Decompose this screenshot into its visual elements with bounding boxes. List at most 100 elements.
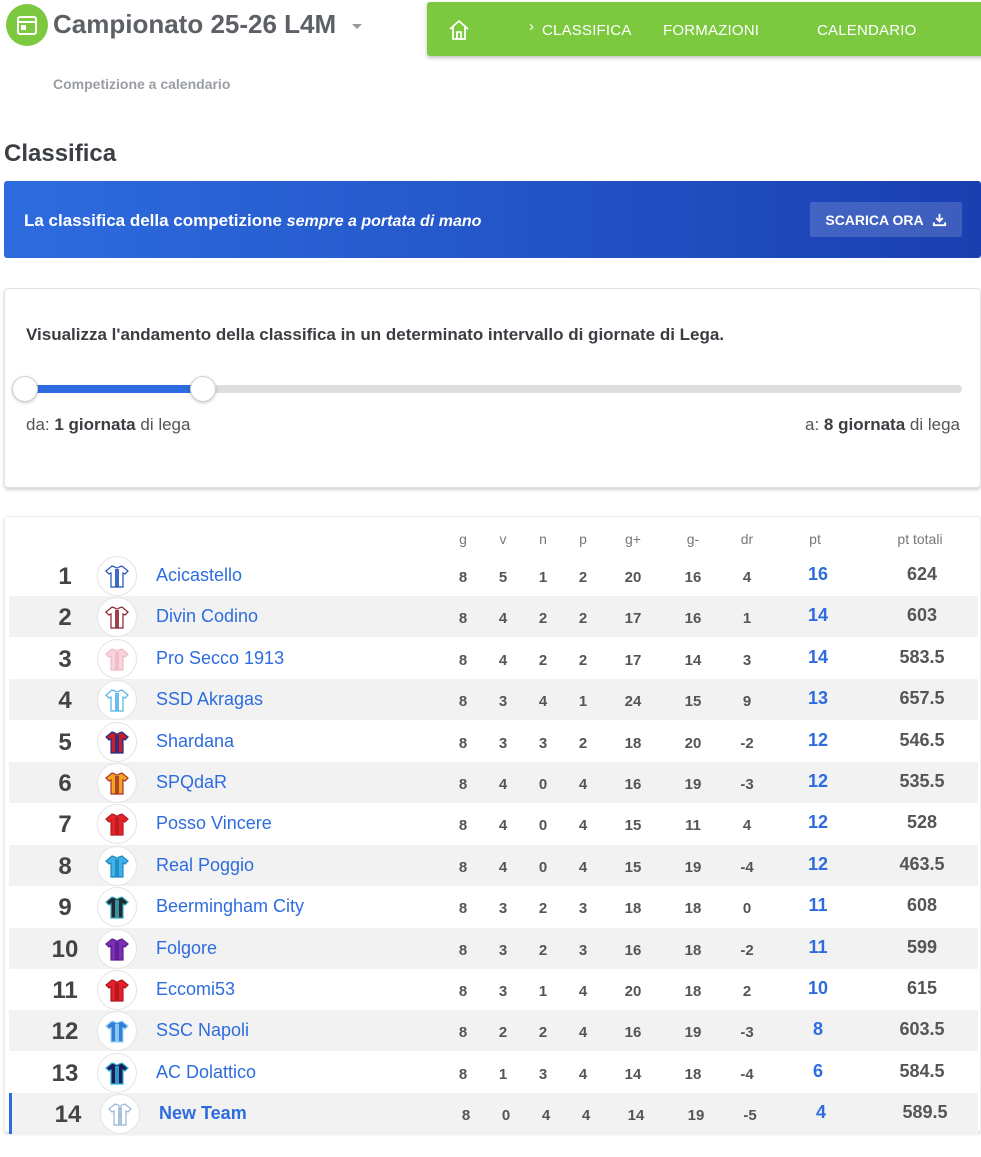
team-name-link[interactable]: Shardana xyxy=(156,730,235,751)
stat-gf: 15 xyxy=(624,817,642,835)
stat-gf: 14 xyxy=(624,1065,642,1083)
stat-n: 2 xyxy=(538,1024,548,1042)
team-name-link[interactable]: Acicastello xyxy=(156,565,243,585)
column-header[interactable]: g xyxy=(459,531,467,547)
range-to-label: a: 8 giornata di lega xyxy=(804,415,960,434)
points[interactable]: 14 xyxy=(807,605,829,626)
team-name-link[interactable]: Pro Secco 1913 xyxy=(156,647,285,668)
table-row[interactable]: 5 Shardana 8 3 3 2 18 20 -2 12 546.5 xyxy=(9,721,978,762)
total-points: 535.5 xyxy=(899,771,945,791)
stat-g: 8 xyxy=(458,1024,468,1042)
table-row[interactable]: 9 Beermingham City 8 3 2 3 18 18 0 11 608 xyxy=(9,886,978,928)
team-name-link[interactable]: SPQdaR xyxy=(156,772,228,792)
table-row[interactable]: 13 AC Dolattico 8 1 3 4 14 18 -4 6 584.5 xyxy=(9,1052,978,1093)
team-name-link[interactable]: SSC Napoli xyxy=(156,1020,250,1041)
tab-formazioni[interactable]: FORMAZIONI xyxy=(663,22,760,39)
points[interactable]: 16 xyxy=(807,564,829,584)
points[interactable]: 12 xyxy=(807,771,829,791)
chevron-down-icon[interactable] xyxy=(352,24,362,29)
stat-p: 4 xyxy=(581,1107,591,1125)
total-points: 615 xyxy=(906,978,938,998)
points[interactable]: 11 xyxy=(808,895,828,916)
competition-title[interactable]: Campionato 25-26 L4M xyxy=(53,9,337,39)
stat-v: 4 xyxy=(498,651,508,669)
team-name-link[interactable]: Beermingham City xyxy=(156,896,305,917)
total-points: 528 xyxy=(906,812,938,833)
column-header[interactable]: p xyxy=(579,531,587,547)
points[interactable]: 12 xyxy=(807,853,829,874)
points[interactable]: 6 xyxy=(812,1060,823,1081)
team-name-link[interactable]: SSD Akragas xyxy=(156,689,264,710)
team-name-link[interactable]: New Team xyxy=(159,1103,247,1124)
team-name-link[interactable]: AC Dolattico xyxy=(156,1061,257,1082)
points[interactable]: 11 xyxy=(808,936,828,957)
stat-p: 2 xyxy=(578,610,588,628)
column-header[interactable]: g+ xyxy=(625,531,641,547)
points[interactable]: 12 xyxy=(807,812,829,833)
tab-calendario[interactable]: CALENDARIO xyxy=(817,22,917,39)
stat-gf: 18 xyxy=(624,734,642,752)
table-row[interactable]: 7 Posso Vincere 8 4 0 4 15 11 4 12 528 xyxy=(9,803,978,845)
table-row[interactable]: 2 Divin Codino 8 4 2 2 17 16 1 14 603 xyxy=(9,596,978,638)
table-row[interactable]: 1 Acicastello 8 5 1 2 20 16 4 16 624 xyxy=(9,555,978,596)
stat-n: 2 xyxy=(538,900,548,918)
points[interactable]: 10 xyxy=(807,978,829,998)
team-name-link[interactable]: Real Poggio xyxy=(156,854,255,875)
stat-gs: 18 xyxy=(684,983,702,1000)
stat-gs: 16 xyxy=(684,610,702,628)
column-header[interactable]: v xyxy=(499,531,507,547)
range-track[interactable] xyxy=(25,385,962,393)
stat-v: 3 xyxy=(498,734,508,752)
stat-dr: -3 xyxy=(740,776,754,793)
jersey-icon xyxy=(97,763,137,803)
app-logo[interactable] xyxy=(6,4,48,46)
range-handle-start[interactable] xyxy=(12,376,38,402)
column-header[interactable]: pt totali xyxy=(897,531,943,547)
stat-p: 4 xyxy=(578,983,588,1000)
team-name-link[interactable]: Eccomi53 xyxy=(156,979,236,999)
points[interactable]: 14 xyxy=(807,646,829,667)
range-handle-end[interactable] xyxy=(190,376,217,402)
home-icon[interactable] xyxy=(447,18,471,42)
table-row[interactable]: 14 New Team 8 0 4 4 14 19 -5 4 589.5 xyxy=(9,1093,978,1135)
table-row[interactable]: 8 Real Poggio 8 4 0 4 15 19 -4 12 463.5 xyxy=(9,844,978,886)
table-row[interactable]: 6 SPQdaR 8 4 0 4 16 19 -3 12 535.5 xyxy=(9,762,978,803)
stat-gf: 24 xyxy=(624,693,642,711)
column-header[interactable]: pt xyxy=(809,531,821,547)
points[interactable]: 4 xyxy=(815,1102,826,1123)
tab-classifica[interactable]: CLASSIFICA xyxy=(542,22,632,39)
column-header[interactable]: n xyxy=(539,531,547,547)
points[interactable]: 8 xyxy=(812,1019,823,1040)
table-row[interactable]: 11 Eccomi53 8 3 1 4 20 18 2 10 615 xyxy=(9,969,978,1010)
table-row[interactable]: 3 Pro Secco 1913 8 4 2 2 17 14 3 14 583.5 xyxy=(9,638,978,679)
total-points: 624 xyxy=(906,564,938,584)
download-banner: La classifica della competizione sempre … xyxy=(4,181,981,258)
stat-v: 4 xyxy=(498,858,508,876)
stat-dr: 2 xyxy=(742,983,752,1000)
download-button[interactable]: SCARICA ORA xyxy=(810,202,962,237)
table-row[interactable]: 12 SSC Napoli 8 2 2 4 16 19 -3 8 603.5 xyxy=(9,1010,978,1052)
stat-n: 2 xyxy=(538,941,548,959)
team-name-link[interactable]: Divin Codino xyxy=(156,606,259,627)
stat-g: 8 xyxy=(458,817,468,835)
rank-position: 12 xyxy=(51,1018,79,1046)
stat-dr: 9 xyxy=(742,693,752,711)
stat-dr: 1 xyxy=(742,610,752,628)
jersey-icon xyxy=(97,597,137,638)
column-header[interactable]: g- xyxy=(686,531,700,547)
table-row[interactable]: 4 SSD Akragas 8 3 4 1 24 15 9 13 657.5 xyxy=(9,679,978,721)
team-name-link[interactable]: Folgore xyxy=(156,937,218,958)
points[interactable]: 13 xyxy=(807,688,829,709)
stat-g: 8 xyxy=(458,651,468,669)
stat-dr: 3 xyxy=(742,651,752,669)
stat-dr: -4 xyxy=(740,858,754,876)
points[interactable]: 12 xyxy=(807,729,829,750)
column-header[interactable]: dr xyxy=(740,531,754,547)
stat-g: 8 xyxy=(458,1065,468,1083)
jersey-icon xyxy=(97,1011,137,1052)
jersey-icon xyxy=(97,887,137,928)
team-name-link[interactable]: Posso Vincere xyxy=(156,813,272,834)
stat-p: 4 xyxy=(578,858,588,876)
table-row[interactable]: 10 Folgore 8 3 2 3 16 18 -2 11 599 xyxy=(9,927,978,969)
top-navigation: › CLASSIFICA FORMAZIONI CALENDARIO xyxy=(427,2,981,56)
